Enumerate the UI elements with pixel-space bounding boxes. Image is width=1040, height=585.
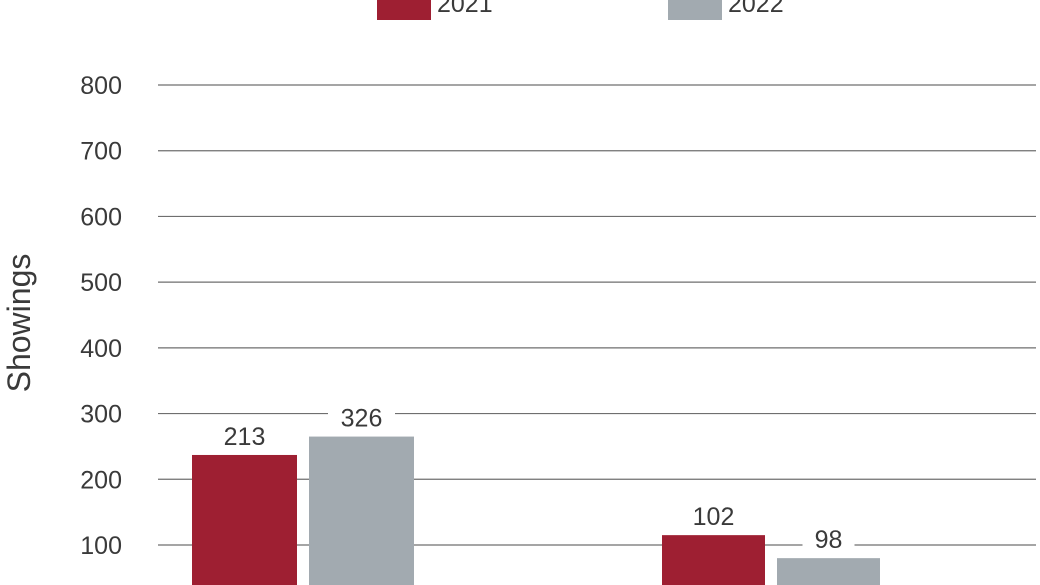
data-label-2022-0: 326 — [341, 405, 383, 433]
legend: 2021 2022 — [377, 0, 784, 20]
legend-swatch-2022 — [668, 0, 722, 20]
bar-2021-1 — [662, 535, 765, 585]
data-labels: 213 102 326 98 — [211, 402, 855, 554]
bar-2022-0 — [309, 436, 414, 585]
y-tick-label: 600 — [80, 203, 122, 231]
legend-label-2021: 2021 — [437, 0, 493, 18]
y-tick-label: 800 — [80, 72, 122, 100]
y-tick-label: 100 — [80, 532, 122, 560]
y-tick-label: 500 — [80, 269, 122, 297]
bars — [192, 436, 880, 585]
y-tick-label: 400 — [80, 335, 122, 363]
bar-2021-0 — [192, 454, 297, 585]
data-label-bg — [211, 420, 278, 449]
legend-label-2022: 2022 — [728, 0, 784, 18]
y-tick-label: 200 — [80, 466, 122, 494]
y-axis: 100 200 300 400 500 600 700 800 — [80, 72, 122, 560]
legend-swatch-2021 — [377, 0, 431, 20]
data-label-2022-1: 98 — [815, 526, 843, 554]
gridlines — [158, 84, 1036, 546]
data-label-2021-1: 102 — [693, 503, 735, 531]
data-label-bg — [802, 524, 855, 553]
data-label-bg — [328, 402, 395, 431]
y-tick-label: 300 — [80, 401, 122, 429]
bar-2022-1 — [777, 558, 880, 585]
y-axis-label: Showings — [1, 254, 37, 393]
data-label-bg — [680, 501, 747, 530]
y-tick-label: 700 — [80, 138, 122, 166]
data-label-2021-0: 213 — [224, 423, 266, 451]
